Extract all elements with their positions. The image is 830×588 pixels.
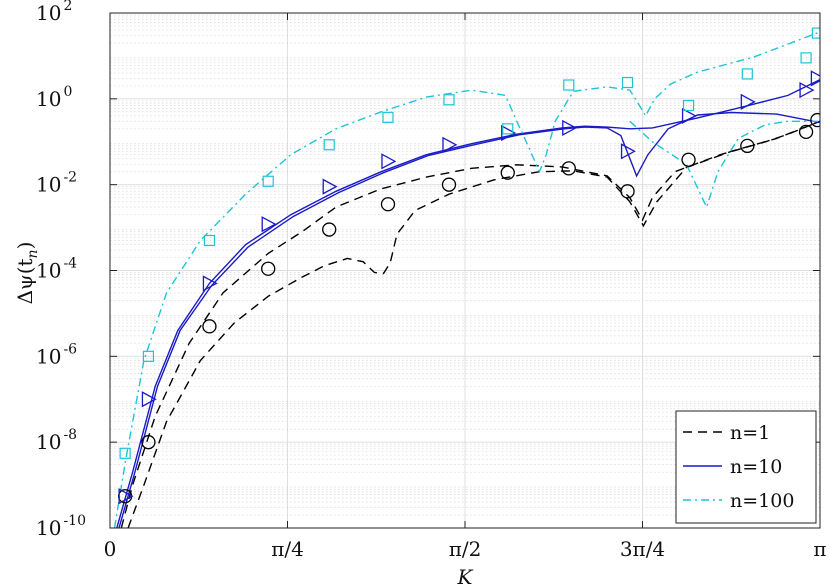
marker-square <box>811 27 820 39</box>
y-tick-base: 10 <box>36 430 61 454</box>
marker-circle <box>141 435 156 450</box>
marker-triangle <box>740 93 756 110</box>
svg-text:Δψ(tn): Δψ(tn) <box>13 242 41 305</box>
marker-square <box>563 79 575 91</box>
y-tick-label: 10 2 <box>36 0 72 25</box>
y-tick-exponent: -6 <box>63 341 77 357</box>
marker-triangle <box>799 81 815 99</box>
y-tick-label: 10 -6 <box>36 341 77 368</box>
series-layer <box>113 31 820 528</box>
y-tick-base: 10 <box>36 516 61 540</box>
marker-circle <box>500 165 515 180</box>
marker-triangle <box>141 391 157 408</box>
y-tick-exponent: -10 <box>63 513 86 529</box>
marker-circle <box>740 138 755 154</box>
marker-square <box>262 175 274 187</box>
marker-circle <box>620 184 635 199</box>
marker-triangle <box>810 70 820 87</box>
marker-circle <box>380 197 396 212</box>
series-line <box>629 120 820 210</box>
y-tick-label: 10 -8 <box>36 427 77 454</box>
marker-triangle <box>681 107 697 124</box>
y-tick-base: 10 <box>36 173 61 197</box>
marker-triangle <box>202 275 218 292</box>
series-line <box>120 120 820 528</box>
x-tick-label: π/4 <box>271 537 304 561</box>
legend-label: n=10 <box>730 456 782 478</box>
marker-circle <box>681 152 696 167</box>
marker-circle <box>798 124 814 140</box>
marker-circle <box>561 161 576 176</box>
marker-square <box>203 234 216 247</box>
x-tick-label: π/2 <box>449 537 482 561</box>
marker-triangle <box>261 216 277 233</box>
marker-circle <box>322 222 337 237</box>
marker-circle <box>441 177 457 192</box>
marker-triangle <box>118 488 134 505</box>
marker-circle <box>202 319 217 334</box>
x-tick-labels: 0 π/4 π/2 3π/4 π <box>104 537 827 561</box>
marker-square <box>741 68 753 80</box>
y-tick-base: 10 <box>36 259 61 283</box>
x-axis-label: K <box>457 565 474 588</box>
y-axis-label-close: ) <box>13 242 37 250</box>
marker-square <box>682 99 695 112</box>
y-tick-base: 10 <box>36 87 61 111</box>
marker-triangle <box>620 143 636 160</box>
y-tick-label: 10 0 <box>36 84 72 111</box>
marker-square <box>800 52 812 64</box>
marker-triangle <box>442 136 458 153</box>
y-tick-exponent: 0 <box>63 84 72 100</box>
marker-triangle <box>562 119 578 137</box>
series-line <box>113 31 820 528</box>
marker-square <box>119 447 131 459</box>
x-tick-label: π <box>813 537 826 561</box>
legend-label: n=100 <box>730 490 794 512</box>
y-tick-exponent: -2 <box>63 170 77 186</box>
y-tick-label: 10 -2 <box>36 170 77 197</box>
marker-square <box>443 94 455 106</box>
marker-circle <box>810 112 820 128</box>
legend: n=1 n=10 n=100 <box>675 410 817 524</box>
marker-square <box>382 111 394 123</box>
y-tick-exponent: -4 <box>63 256 77 272</box>
series-line <box>118 111 820 528</box>
legend-box <box>675 410 817 524</box>
y-tick-base: 10 <box>36 1 61 25</box>
y-axis-label-main: Δψ(t <box>13 258 37 304</box>
y-tick-exponent: -8 <box>63 427 77 443</box>
series-line <box>127 120 820 528</box>
marker-layer <box>117 27 820 505</box>
y-axis-label: Δψ(tn) <box>13 242 41 305</box>
y-tick-label: 10 -4 <box>36 256 77 283</box>
marker-circle <box>261 261 276 276</box>
y-tick-base: 10 <box>36 344 61 368</box>
marker-triangle <box>501 124 517 142</box>
marker-square <box>502 123 514 135</box>
x-tick-label: 0 <box>104 537 117 561</box>
y-axis-label-sub: n <box>25 249 41 258</box>
marker-square <box>621 76 634 89</box>
marker-triangle <box>381 153 397 170</box>
y-tick-exponent: 2 <box>63 0 72 14</box>
y-tick-label: 10 -10 <box>36 513 86 540</box>
marker-square <box>142 350 155 362</box>
x-tick-label: 3π/4 <box>620 537 665 561</box>
marker-square <box>323 139 335 151</box>
legend-label: n=1 <box>730 422 770 444</box>
marker-triangle <box>322 178 338 195</box>
